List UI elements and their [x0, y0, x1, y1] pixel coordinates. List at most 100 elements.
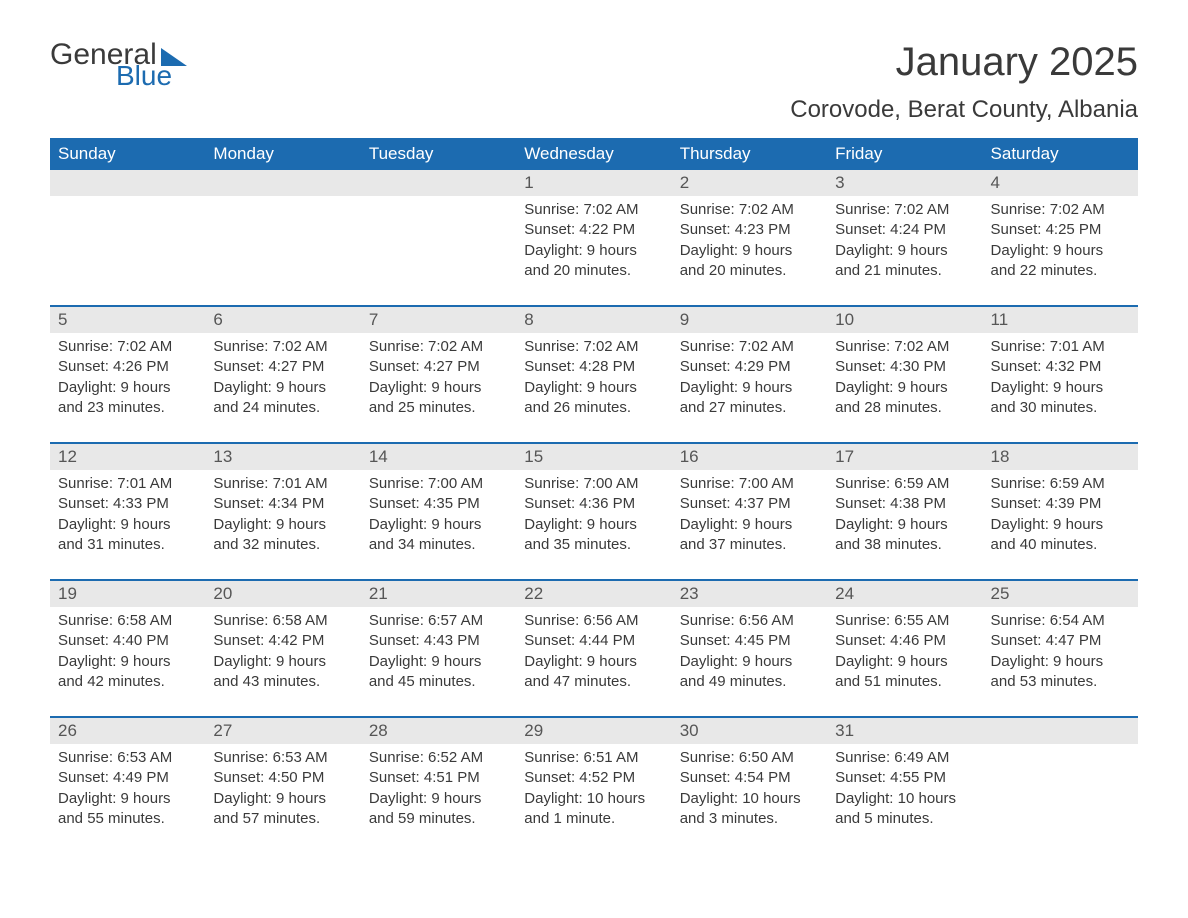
- calendar-day-cell: 12Sunrise: 7:01 AMSunset: 4:33 PMDayligh…: [50, 443, 205, 580]
- sunset-line: Sunset: 4:26 PM: [58, 357, 197, 377]
- sunset-line: Sunset: 4:33 PM: [58, 494, 197, 514]
- weekday-header: Friday: [827, 138, 982, 170]
- day-number: 4: [983, 170, 1138, 196]
- calendar-week-row: 12Sunrise: 7:01 AMSunset: 4:33 PMDayligh…: [50, 443, 1138, 580]
- day-body: Sunrise: 6:51 AMSunset: 4:52 PMDaylight:…: [516, 744, 671, 853]
- day-body: Sunrise: 6:58 AMSunset: 4:40 PMDaylight:…: [50, 607, 205, 716]
- sunrise-line: Sunrise: 7:02 AM: [680, 200, 819, 220]
- day-body: Sunrise: 7:02 AMSunset: 4:27 PMDaylight:…: [361, 333, 516, 442]
- calendar-day-cell: 17Sunrise: 6:59 AMSunset: 4:38 PMDayligh…: [827, 443, 982, 580]
- calendar-body: 1Sunrise: 7:02 AMSunset: 4:22 PMDaylight…: [50, 170, 1138, 853]
- sunset-line: Sunset: 4:25 PM: [991, 220, 1130, 240]
- day-number: 28: [361, 718, 516, 744]
- calendar-day-cell: 25Sunrise: 6:54 AMSunset: 4:47 PMDayligh…: [983, 580, 1138, 717]
- sunrise-line: Sunrise: 6:49 AM: [835, 748, 974, 768]
- daylight-line: Daylight: 9 hours and 55 minutes.: [58, 789, 197, 830]
- weekday-header: Saturday: [983, 138, 1138, 170]
- weekday-header-row: Sunday Monday Tuesday Wednesday Thursday…: [50, 138, 1138, 170]
- sunset-line: Sunset: 4:44 PM: [524, 631, 663, 651]
- day-number: 30: [672, 718, 827, 744]
- day-body: Sunrise: 6:50 AMSunset: 4:54 PMDaylight:…: [672, 744, 827, 853]
- sunrise-line: Sunrise: 7:02 AM: [991, 200, 1130, 220]
- day-body: Sunrise: 6:53 AMSunset: 4:50 PMDaylight:…: [205, 744, 360, 853]
- calendar-day-cell: 19Sunrise: 6:58 AMSunset: 4:40 PMDayligh…: [50, 580, 205, 717]
- daylight-line: Daylight: 9 hours and 23 minutes.: [58, 378, 197, 419]
- sunrise-line: Sunrise: 6:51 AM: [524, 748, 663, 768]
- day-body: [983, 744, 1138, 844]
- sunrise-line: Sunrise: 7:00 AM: [680, 474, 819, 494]
- calendar-day-cell: 28Sunrise: 6:52 AMSunset: 4:51 PMDayligh…: [361, 717, 516, 853]
- daylight-line: Daylight: 10 hours and 3 minutes.: [680, 789, 819, 830]
- daylight-line: Daylight: 9 hours and 30 minutes.: [991, 378, 1130, 419]
- day-body: Sunrise: 7:00 AMSunset: 4:36 PMDaylight:…: [516, 470, 671, 579]
- sunset-line: Sunset: 4:51 PM: [369, 768, 508, 788]
- day-body: [205, 196, 360, 296]
- day-number: 27: [205, 718, 360, 744]
- day-number: 6: [205, 307, 360, 333]
- calendar-day-cell: 5Sunrise: 7:02 AMSunset: 4:26 PMDaylight…: [50, 306, 205, 443]
- day-body: Sunrise: 7:02 AMSunset: 4:26 PMDaylight:…: [50, 333, 205, 442]
- calendar-day-cell: 26Sunrise: 6:53 AMSunset: 4:49 PMDayligh…: [50, 717, 205, 853]
- sunset-line: Sunset: 4:28 PM: [524, 357, 663, 377]
- sunset-line: Sunset: 4:38 PM: [835, 494, 974, 514]
- sunset-line: Sunset: 4:39 PM: [991, 494, 1130, 514]
- day-number: 23: [672, 581, 827, 607]
- calendar-day-cell: [205, 170, 360, 306]
- calendar-day-cell: 14Sunrise: 7:00 AMSunset: 4:35 PMDayligh…: [361, 443, 516, 580]
- sunrise-line: Sunrise: 6:53 AM: [213, 748, 352, 768]
- day-number: 19: [50, 581, 205, 607]
- sunset-line: Sunset: 4:27 PM: [369, 357, 508, 377]
- logo: General Blue: [50, 40, 187, 90]
- sunrise-line: Sunrise: 6:52 AM: [369, 748, 508, 768]
- weekday-header: Thursday: [672, 138, 827, 170]
- calendar-day-cell: 24Sunrise: 6:55 AMSunset: 4:46 PMDayligh…: [827, 580, 982, 717]
- day-number: 3: [827, 170, 982, 196]
- sunset-line: Sunset: 4:45 PM: [680, 631, 819, 651]
- sunrise-line: Sunrise: 7:00 AM: [524, 474, 663, 494]
- daylight-line: Daylight: 9 hours and 20 minutes.: [680, 241, 819, 282]
- day-body: Sunrise: 7:00 AMSunset: 4:37 PMDaylight:…: [672, 470, 827, 579]
- sunset-line: Sunset: 4:52 PM: [524, 768, 663, 788]
- day-number: 8: [516, 307, 671, 333]
- calendar-day-cell: 6Sunrise: 7:02 AMSunset: 4:27 PMDaylight…: [205, 306, 360, 443]
- calendar-day-cell: 15Sunrise: 7:00 AMSunset: 4:36 PMDayligh…: [516, 443, 671, 580]
- sunrise-line: Sunrise: 7:02 AM: [835, 200, 974, 220]
- daylight-line: Daylight: 9 hours and 45 minutes.: [369, 652, 508, 693]
- day-number: 24: [827, 581, 982, 607]
- calendar-day-cell: 18Sunrise: 6:59 AMSunset: 4:39 PMDayligh…: [983, 443, 1138, 580]
- day-body: Sunrise: 7:01 AMSunset: 4:34 PMDaylight:…: [205, 470, 360, 579]
- calendar-day-cell: 22Sunrise: 6:56 AMSunset: 4:44 PMDayligh…: [516, 580, 671, 717]
- day-number: 13: [205, 444, 360, 470]
- day-number: 18: [983, 444, 1138, 470]
- sunrise-line: Sunrise: 6:59 AM: [835, 474, 974, 494]
- daylight-line: Daylight: 9 hours and 32 minutes.: [213, 515, 352, 556]
- day-body: Sunrise: 7:01 AMSunset: 4:32 PMDaylight:…: [983, 333, 1138, 442]
- calendar-day-cell: 3Sunrise: 7:02 AMSunset: 4:24 PMDaylight…: [827, 170, 982, 306]
- daylight-line: Daylight: 9 hours and 21 minutes.: [835, 241, 974, 282]
- sunset-line: Sunset: 4:36 PM: [524, 494, 663, 514]
- calendar-day-cell: 23Sunrise: 6:56 AMSunset: 4:45 PMDayligh…: [672, 580, 827, 717]
- location-subtitle: Corovode, Berat County, Albania: [50, 96, 1138, 124]
- daylight-line: Daylight: 9 hours and 47 minutes.: [524, 652, 663, 693]
- calendar-table: Sunday Monday Tuesday Wednesday Thursday…: [50, 138, 1138, 853]
- sunrise-line: Sunrise: 7:02 AM: [680, 337, 819, 357]
- sunrise-line: Sunrise: 7:02 AM: [369, 337, 508, 357]
- calendar-day-cell: 16Sunrise: 7:00 AMSunset: 4:37 PMDayligh…: [672, 443, 827, 580]
- day-body: Sunrise: 6:55 AMSunset: 4:46 PMDaylight:…: [827, 607, 982, 716]
- calendar-day-cell: 13Sunrise: 7:01 AMSunset: 4:34 PMDayligh…: [205, 443, 360, 580]
- day-number: 21: [361, 581, 516, 607]
- daylight-line: Daylight: 9 hours and 24 minutes.: [213, 378, 352, 419]
- day-body: Sunrise: 7:01 AMSunset: 4:33 PMDaylight:…: [50, 470, 205, 579]
- sunrise-line: Sunrise: 7:02 AM: [524, 200, 663, 220]
- sunrise-line: Sunrise: 7:01 AM: [213, 474, 352, 494]
- sunrise-line: Sunrise: 6:57 AM: [369, 611, 508, 631]
- sunset-line: Sunset: 4:34 PM: [213, 494, 352, 514]
- day-body: Sunrise: 6:59 AMSunset: 4:39 PMDaylight:…: [983, 470, 1138, 579]
- calendar-day-cell: [983, 717, 1138, 853]
- day-body: Sunrise: 6:56 AMSunset: 4:44 PMDaylight:…: [516, 607, 671, 716]
- day-number: 17: [827, 444, 982, 470]
- day-number: 26: [50, 718, 205, 744]
- sunset-line: Sunset: 4:32 PM: [991, 357, 1130, 377]
- calendar-day-cell: [361, 170, 516, 306]
- weekday-header: Monday: [205, 138, 360, 170]
